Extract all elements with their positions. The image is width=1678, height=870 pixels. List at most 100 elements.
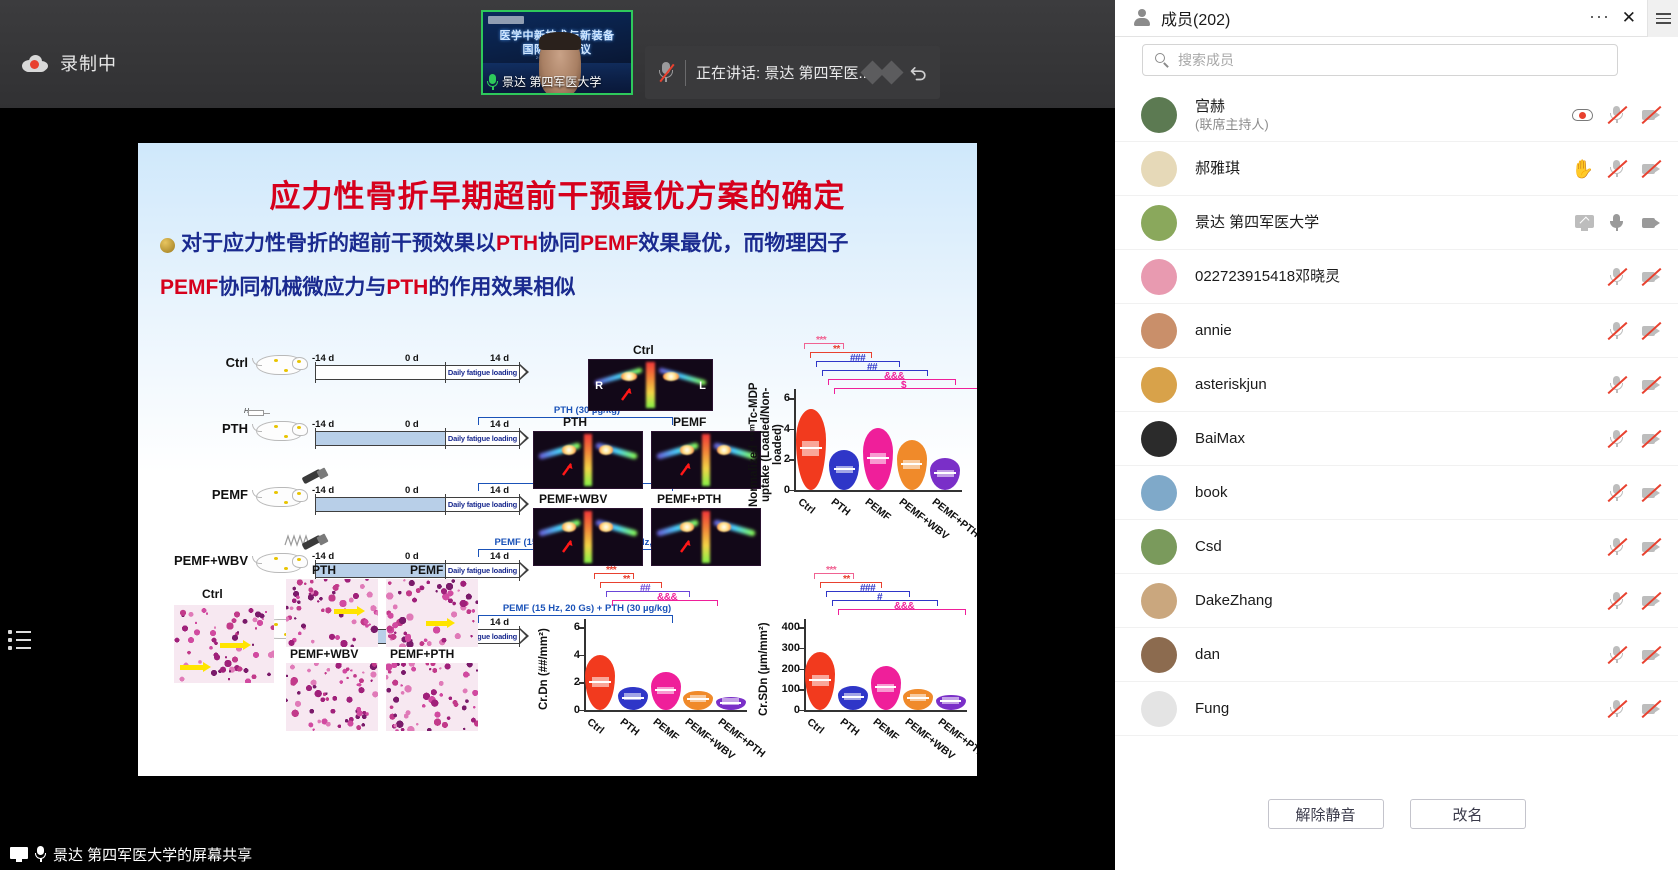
yellow-arrow-icon (334, 609, 358, 614)
camera-off-icon[interactable] (1640, 429, 1662, 449)
participant-row[interactable]: dan (1115, 628, 1678, 682)
violin-shape (651, 672, 681, 711)
participant-actions[interactable] (1575, 196, 1662, 250)
scintigraphy-image (533, 508, 643, 566)
significance-bracket (832, 600, 938, 606)
chart-cr-dn: Cr.Dn (##/mm²) 0 2 4 6 Ctrl PTH PEMF PEMF+WBV PEM… (538, 561, 753, 766)
list-view-icon[interactable] (8, 625, 34, 655)
recording-label: 录制中 (60, 50, 117, 76)
participant-actions[interactable] (1572, 520, 1662, 574)
y-tick-label: 400 (782, 621, 800, 633)
mic-muted-icon[interactable] (1606, 267, 1628, 287)
active-speaker-bar[interactable]: 正在讲话: 景达 第四军医... (645, 46, 940, 99)
scintigraphy-image (651, 508, 761, 566)
histology-panel: Ctrl PTH PEMF PEMF+WBV PEMF+PTH (152, 563, 522, 768)
histology-caption: PTH (312, 563, 336, 577)
participant-row[interactable]: BaiMax (1115, 412, 1678, 466)
mic-muted-icon[interactable] (1606, 105, 1628, 125)
significance-label: ### (860, 583, 875, 594)
significance-label: ** (843, 574, 850, 585)
participant-row[interactable]: Fung (1115, 682, 1678, 736)
mic-muted-icon[interactable] (1606, 591, 1628, 611)
camera-off-icon[interactable] (1640, 699, 1662, 719)
slide-body-line2: PEMF协同机械微应力与PTH的作用效果相似 (160, 271, 575, 301)
mic-muted-icon[interactable] (657, 61, 675, 85)
participant-actions[interactable] (1572, 628, 1662, 682)
participant-actions[interactable] (1572, 250, 1662, 304)
x-tick-label: PEMF (650, 716, 680, 743)
tick-mid: 0 d (405, 551, 419, 562)
mic-muted-icon[interactable] (1606, 483, 1628, 503)
histology-image (286, 579, 378, 647)
camera-off-icon[interactable] (1640, 267, 1662, 287)
mic-muted-icon[interactable] (1606, 537, 1628, 557)
violin-shape (897, 440, 927, 490)
diamond-icon[interactable] (864, 60, 900, 81)
red-arrow-icon (678, 461, 694, 477)
more-options-icon[interactable]: ··· (1589, 6, 1610, 27)
camera-off-icon[interactable] (1640, 105, 1662, 125)
group-label: Ctrl (152, 355, 248, 370)
undo-arrow-icon[interactable] (908, 62, 930, 82)
close-icon[interactable]: ✕ (1622, 8, 1636, 28)
camera-off-icon[interactable] (1640, 321, 1662, 341)
participant-name: dan (1195, 645, 1220, 664)
design-group-row: PTH H PTH (30 µg/kg) Daily fatigue loading -… (152, 399, 532, 463)
scintigraphy-caption: PTH (563, 415, 587, 429)
participants-footer: 解除静音 改名 (1115, 758, 1678, 870)
mic-muted-icon[interactable] (1606, 429, 1628, 449)
scintigraphy-image: RL (588, 359, 713, 411)
camera-off-icon[interactable] (1640, 591, 1662, 611)
participant-row[interactable]: asteriskjun (1115, 358, 1678, 412)
participant-actions[interactable] (1572, 466, 1662, 520)
participant-actions[interactable] (1572, 88, 1662, 142)
participant-row[interactable]: Csd (1115, 520, 1678, 574)
screen-share-icon (10, 847, 28, 862)
significance-label: *** (826, 565, 836, 576)
participant-name-wrap: book (1195, 483, 1228, 502)
participant-actions[interactable]: ✋ (1572, 142, 1662, 196)
cloud-record-icon (1572, 108, 1594, 123)
participant-actions[interactable] (1572, 358, 1662, 412)
histology-image (286, 663, 378, 731)
participant-row[interactable]: 郝雅琪 ✋ (1115, 142, 1678, 196)
search-field-wrapper[interactable]: 搜索成员 (1142, 44, 1618, 76)
participants-icon (1133, 9, 1151, 27)
unmute-button[interactable]: 解除静音 (1268, 799, 1384, 829)
violin-shape (716, 697, 746, 710)
participant-actions[interactable] (1572, 412, 1662, 466)
search-input[interactable]: 搜索成员 (1142, 44, 1618, 76)
mic-icon[interactable] (1606, 213, 1628, 233)
participant-name-wrap: 宫赫 (联席主持人) (1195, 97, 1269, 133)
mic-muted-icon[interactable] (1606, 699, 1628, 719)
camera-off-icon[interactable] (1640, 537, 1662, 557)
participant-actions[interactable] (1572, 304, 1662, 358)
participant-row[interactable]: 宫赫 (联席主持人) (1115, 88, 1678, 142)
participant-row[interactable]: book (1115, 466, 1678, 520)
participant-actions[interactable] (1572, 682, 1662, 736)
participant-actions[interactable] (1572, 574, 1662, 628)
participant-name-wrap: annie (1195, 321, 1232, 340)
mic-muted-icon[interactable] (1606, 321, 1628, 341)
participant-role: (联席主持人) (1195, 116, 1269, 133)
camera-off-icon[interactable] (1640, 375, 1662, 395)
active-speaker-label: 正在讲话: 景达 第四军医... (696, 62, 871, 83)
participant-row[interactable]: DakeZhang (1115, 574, 1678, 628)
participant-list[interactable]: 宫赫 (联席主持人) 郝雅琪 ✋ 景达 第四军医大学 022723915418邓晓灵 ann… (1115, 88, 1678, 758)
participant-row[interactable]: annie (1115, 304, 1678, 358)
violin-shape (796, 409, 826, 490)
self-video-thumbnail[interactable]: 医学中新技术与新装备 国际学术会议 2021 · 11 · 20 西安 景达 第… (481, 10, 633, 95)
x-tick-label: PEMF (863, 496, 893, 523)
camera-off-icon[interactable] (1640, 159, 1662, 179)
mic-muted-icon[interactable] (1606, 375, 1628, 395)
mic-muted-icon[interactable] (1606, 159, 1628, 179)
camera-off-icon[interactable] (1640, 483, 1662, 503)
camera-off-icon[interactable] (1640, 645, 1662, 665)
avatar (1141, 637, 1177, 673)
mic-muted-icon[interactable] (1606, 645, 1628, 665)
camera-icon[interactable] (1640, 213, 1662, 233)
participant-row[interactable]: 景达 第四军医大学 (1115, 196, 1678, 250)
hamburger-menu-icon[interactable] (1647, 0, 1678, 37)
participant-row[interactable]: 022723915418邓晓灵 (1115, 250, 1678, 304)
rename-button[interactable]: 改名 (1410, 799, 1526, 829)
